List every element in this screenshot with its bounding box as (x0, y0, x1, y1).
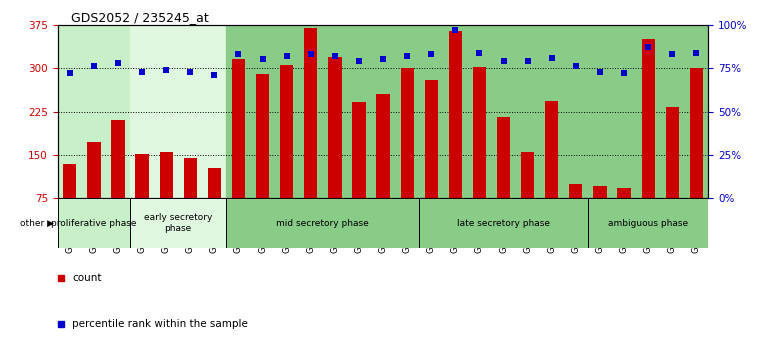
Bar (497, 117, 511, 242)
Bar (130, 25, 226, 198)
Bar (184, 158, 197, 242)
Text: mid secretory phase: mid secretory phase (276, 218, 369, 228)
Point (449, 27, 461, 33)
Point (521, 58, 534, 64)
Point (570, 64, 582, 69)
Point (184, 69, 196, 74)
Bar (473, 67, 486, 242)
Text: early secretory
phase: early secretory phase (144, 213, 213, 233)
Bar (63, 164, 76, 242)
Bar (521, 152, 534, 242)
Text: percentile rank within the sample: percentile rank within the sample (72, 319, 248, 329)
Text: ambiguous phase: ambiguous phase (608, 218, 688, 228)
Point (256, 57, 269, 62)
Point (401, 53, 413, 59)
Bar (545, 101, 558, 242)
Bar (328, 57, 342, 242)
Bar (304, 28, 317, 242)
Point (305, 51, 317, 57)
Text: proliferative phase: proliferative phase (51, 218, 136, 228)
Bar (690, 68, 703, 242)
Point (618, 70, 630, 76)
Text: late secretory phase: late secretory phase (457, 218, 550, 228)
Bar (419, 198, 588, 248)
Bar (353, 102, 366, 242)
Bar (618, 188, 631, 242)
Bar (226, 198, 419, 248)
Bar (400, 68, 413, 242)
Text: GDS2052 / 235245_at: GDS2052 / 235245_at (71, 11, 209, 24)
Point (690, 50, 702, 55)
Bar (58, 25, 130, 198)
Point (233, 51, 245, 57)
Point (546, 55, 558, 61)
Point (208, 72, 220, 78)
Bar (377, 94, 390, 242)
Bar (226, 25, 419, 198)
Bar (588, 198, 708, 248)
Bar (112, 120, 125, 242)
Point (497, 58, 510, 64)
Point (594, 69, 606, 74)
Point (280, 53, 293, 59)
Point (112, 60, 124, 66)
Bar (641, 39, 654, 242)
Bar (136, 154, 149, 242)
Point (642, 45, 654, 50)
Bar (419, 25, 588, 198)
Bar (594, 186, 607, 242)
Bar (58, 198, 130, 248)
Point (88, 64, 100, 69)
Bar (424, 80, 438, 242)
Bar (256, 74, 270, 242)
Bar (159, 152, 172, 242)
Bar (232, 59, 245, 242)
Bar (130, 198, 226, 248)
Point (160, 67, 172, 73)
Point (64, 70, 76, 76)
Bar (280, 65, 293, 242)
Point (666, 51, 678, 57)
Bar (569, 184, 582, 242)
Text: count: count (72, 273, 102, 282)
Bar (87, 142, 101, 242)
Bar (449, 30, 462, 242)
Bar (588, 25, 708, 198)
Point (377, 57, 389, 62)
Bar (665, 107, 679, 242)
Bar (208, 167, 221, 242)
Point (329, 53, 341, 59)
Text: other ▶: other ▶ (20, 218, 54, 228)
Point (425, 51, 437, 57)
Point (136, 69, 149, 74)
Point (353, 58, 365, 64)
Point (474, 50, 486, 55)
